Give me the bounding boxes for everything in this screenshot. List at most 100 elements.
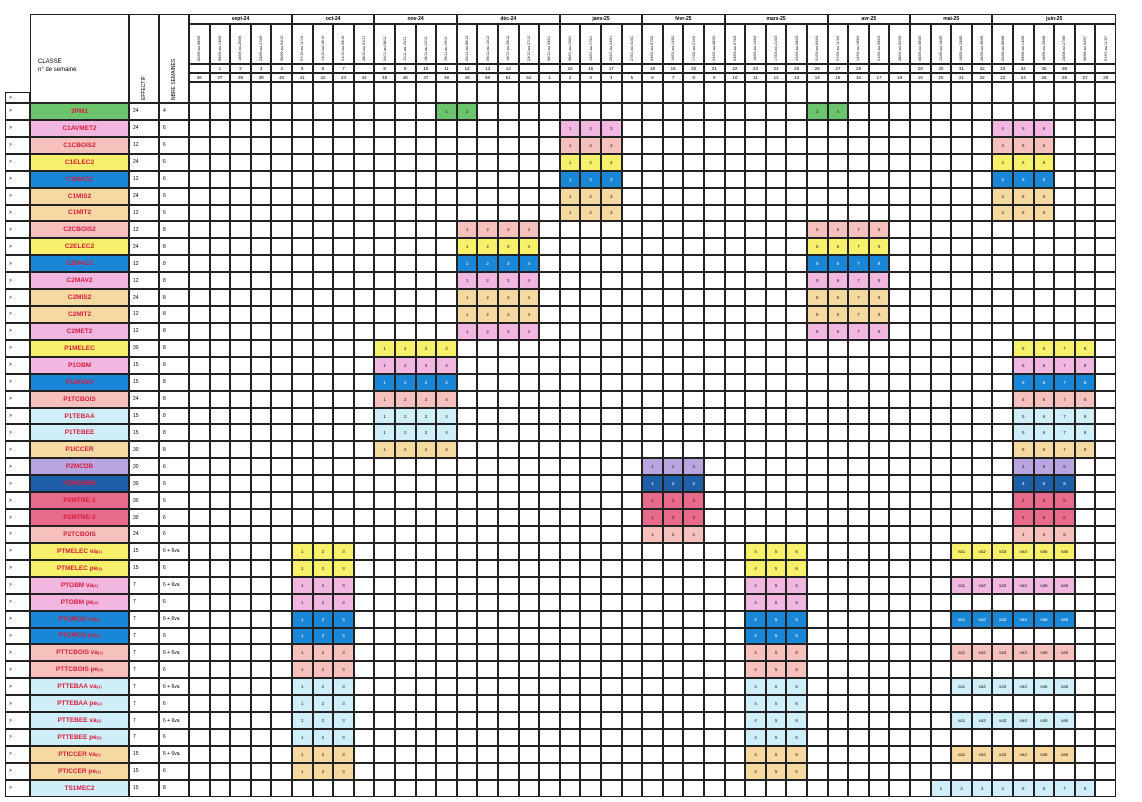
schedule-cell	[642, 627, 663, 645]
schedule-cell-active: 1	[374, 356, 395, 374]
header-blank-cell	[292, 82, 313, 103]
schedule-cell	[807, 695, 828, 713]
schedule-cell	[910, 136, 931, 154]
schedule-cell	[395, 559, 416, 577]
schedule-cell	[436, 542, 457, 560]
schedule-cell	[189, 678, 210, 696]
schedule-cell	[848, 339, 869, 357]
schedule-cell-active: 8	[1074, 424, 1096, 442]
schedule-cell	[992, 255, 1013, 273]
row-marker-header: >	[5, 92, 30, 103]
schedule-cell	[559, 729, 581, 746]
header-blank-cell	[518, 82, 540, 103]
schedule-cell	[189, 103, 210, 120]
schedule-cell	[662, 289, 684, 307]
schedule-cell	[189, 762, 210, 780]
schedule-cell	[930, 119, 952, 137]
schedule-cell	[889, 390, 910, 408]
schedule-cell-active: 4	[436, 356, 457, 374]
schedule-cell	[415, 627, 437, 645]
schedule-cell	[704, 475, 725, 493]
schedule-cell	[353, 745, 375, 763]
schedule-cell	[930, 407, 952, 425]
schedule-cell	[848, 576, 869, 594]
schedule-cell	[889, 424, 910, 442]
iso-week-number: 9	[704, 73, 725, 82]
schedule-cell	[271, 103, 292, 120]
class-label-text: C2CBOIS2	[63, 226, 96, 234]
schedule-cell	[786, 272, 807, 290]
week-date-cell: 06/01 au 10/01	[559, 24, 581, 64]
schedule-cell	[539, 103, 560, 120]
schedule-cell	[848, 695, 869, 713]
schedule-cell	[765, 103, 787, 120]
schedule-cell-active: va4	[1013, 542, 1034, 560]
nbre-semaines-value: 8	[159, 306, 189, 323]
schedule-cell	[539, 187, 560, 205]
schedule-cell	[910, 661, 931, 679]
schedule-cell	[1074, 221, 1096, 239]
schedule-cell	[189, 745, 210, 763]
schedule-cell	[971, 373, 993, 391]
schedule-cell	[951, 187, 972, 205]
week-date-range: 11/11 au 15/11	[403, 36, 408, 62]
schedule-cell	[353, 559, 375, 577]
schedule-cell	[1074, 153, 1096, 171]
schedule-cell	[292, 322, 313, 340]
schedule-cell	[498, 424, 519, 442]
schedule-cell	[395, 272, 416, 290]
schedule-cell	[230, 712, 251, 730]
schedule-cell	[559, 289, 581, 307]
schedule-cell	[477, 576, 498, 594]
schedule-cell-active: va4	[1013, 745, 1034, 763]
schedule-cell	[704, 339, 725, 357]
schedule-cell	[621, 390, 643, 408]
schedule-cell	[209, 644, 231, 662]
schedule-cell	[683, 712, 704, 730]
schedule-cell	[1033, 729, 1055, 746]
schedule-cell	[910, 407, 931, 425]
effectif-value: 7	[129, 661, 159, 679]
week-date-cell: 07/07 au 11/07	[1095, 24, 1116, 64]
schedule-cell-active: 3	[333, 729, 354, 746]
schedule-cell-active: 3	[498, 272, 519, 290]
schedule-cell	[930, 255, 952, 273]
schedule-cell	[642, 373, 663, 391]
effectif-value: 7	[129, 610, 159, 628]
schedule-cell	[415, 729, 437, 746]
schedule-cell	[189, 306, 210, 323]
semaine-label: n° de semaine	[38, 67, 77, 73]
schedule-cell-active: 2	[312, 559, 334, 577]
schedule-cell	[1074, 322, 1096, 340]
schedule-cell	[827, 644, 849, 662]
schedule-cell	[477, 644, 498, 662]
schedule-cell	[189, 779, 210, 797]
effectif-value: 15	[129, 407, 159, 425]
schedule-cell	[683, 424, 704, 442]
schedule-cell	[1074, 492, 1096, 510]
schedule-cell	[1074, 610, 1096, 628]
schedule-cell	[724, 306, 746, 323]
schedule-cell	[1033, 322, 1055, 340]
class-label-text: TS1MEC2	[64, 784, 95, 792]
schedule-cell	[1013, 593, 1034, 611]
week-date-range: 30/12 au 03/01	[547, 35, 552, 61]
header-blank-cell	[1033, 82, 1055, 103]
schedule-cell	[292, 170, 313, 188]
schedule-cell	[704, 593, 725, 611]
schedule-cell	[250, 204, 272, 222]
schedule-cell	[312, 255, 334, 273]
schedule-cell	[951, 475, 972, 493]
iso-week-number: 26	[1054, 73, 1075, 82]
schedule-cell	[189, 627, 210, 645]
schedule-cell	[230, 238, 251, 256]
schedule-cell	[456, 187, 478, 205]
schedule-cell	[601, 306, 622, 323]
schedule-cell-active: 5	[1033, 458, 1055, 476]
schedule-cell-active: 1	[559, 187, 581, 205]
schedule-cell	[559, 272, 581, 290]
schedule-cell	[374, 745, 395, 763]
schedule-cell	[971, 306, 993, 323]
schedule-cell	[827, 762, 849, 780]
class-label-note: (1)	[96, 718, 102, 724]
